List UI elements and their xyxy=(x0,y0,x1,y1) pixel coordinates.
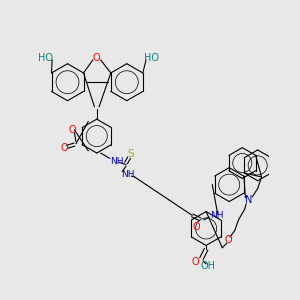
Text: O: O xyxy=(191,256,199,267)
Text: O: O xyxy=(192,222,200,232)
Text: O: O xyxy=(68,125,76,135)
Text: NH: NH xyxy=(110,157,123,166)
Text: NH: NH xyxy=(210,211,224,220)
Text: O: O xyxy=(61,143,68,153)
Text: O: O xyxy=(225,235,232,245)
Text: NH: NH xyxy=(121,170,134,179)
Text: HO: HO xyxy=(144,52,159,63)
Text: HO: HO xyxy=(38,52,53,63)
Text: O: O xyxy=(93,52,100,63)
Text: S: S xyxy=(127,149,134,159)
Text: N: N xyxy=(245,195,252,205)
Text: OH: OH xyxy=(200,261,215,271)
